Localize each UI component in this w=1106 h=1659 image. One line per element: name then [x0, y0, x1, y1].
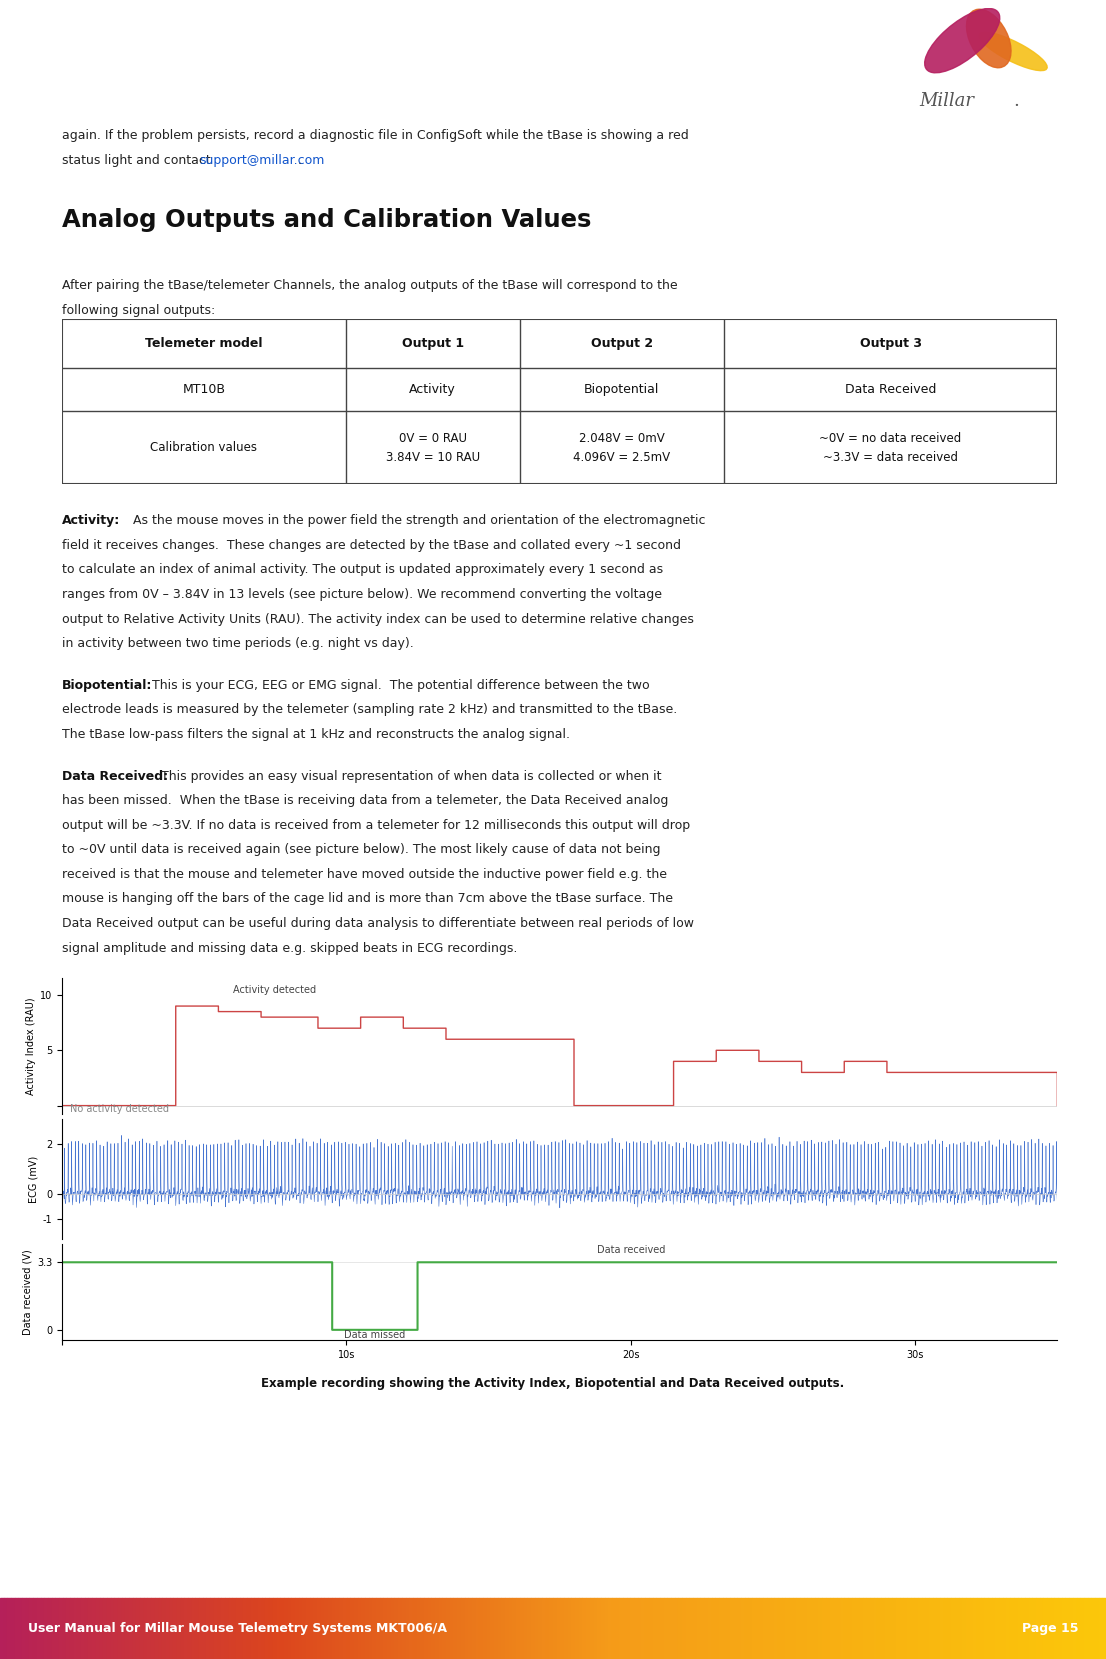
Text: Millar: Millar [919, 91, 974, 109]
Text: As the mouse moves in the power field the strength and orientation of the electr: As the mouse moves in the power field th… [125, 514, 706, 528]
Text: No activity detected: No activity detected [71, 1103, 169, 1113]
Text: Analog Outputs and Calibration Values: Analog Outputs and Calibration Values [62, 207, 592, 232]
Text: Output 1: Output 1 [401, 337, 463, 350]
Text: support@millar.com: support@millar.com [199, 154, 324, 168]
Text: This is your ECG, EEG or EMG signal.  The potential difference between the two: This is your ECG, EEG or EMG signal. The… [144, 679, 649, 692]
Text: 2.048V = 0mV
4.096V = 2.5mV: 2.048V = 0mV 4.096V = 2.5mV [573, 431, 670, 465]
Text: This provides an easy visual representation of when data is collected or when it: This provides an easy visual representat… [153, 770, 661, 783]
Text: Example recording showing the Activity Index, Biopotential and Data Received out: Example recording showing the Activity I… [261, 1377, 845, 1390]
Text: received is that the mouse and telemeter have moved outside the inductive power : received is that the mouse and telemeter… [62, 868, 667, 881]
Text: output will be ~3.3V. If no data is received from a telemeter for 12 millisecond: output will be ~3.3V. If no data is rece… [62, 820, 690, 831]
Text: Data Received:: Data Received: [62, 770, 168, 783]
Text: ~0V = no data received
~3.3V = data received: ~0V = no data received ~3.3V = data rece… [820, 431, 962, 465]
Text: Activity detected: Activity detected [232, 985, 315, 995]
Text: Data missed: Data missed [344, 1329, 406, 1339]
Ellipse shape [979, 32, 1047, 71]
Text: The tBase low-pass filters the signal at 1 kHz and reconstructs the analog signa: The tBase low-pass filters the signal at… [62, 728, 570, 742]
Text: Data Received output can be useful during data analysis to differentiate between: Data Received output can be useful durin… [62, 917, 693, 931]
Text: field it receives changes.  These changes are detected by the tBase and collated: field it receives changes. These changes… [62, 539, 681, 552]
Text: Telemeter model: Telemeter model [145, 337, 262, 350]
Y-axis label: Activity Index (RAU): Activity Index (RAU) [25, 997, 35, 1095]
Ellipse shape [925, 8, 1000, 73]
Text: signal amplitude and missing data e.g. skipped beats in ECG recordings.: signal amplitude and missing data e.g. s… [62, 942, 518, 954]
Text: in activity between two time periods (e.g. night vs day).: in activity between two time periods (e.… [62, 637, 414, 650]
Text: Data received: Data received [596, 1244, 665, 1256]
Text: Biopotential: Biopotential [584, 383, 659, 397]
Text: has been missed.  When the tBase is receiving data from a telemeter, the Data Re: has been missed. When the tBase is recei… [62, 795, 668, 808]
Text: mouse is hanging off the bars of the cage lid and is more than 7cm above the tBa: mouse is hanging off the bars of the cag… [62, 893, 672, 906]
Text: Biopotential:: Biopotential: [62, 679, 153, 692]
Text: .: . [298, 154, 301, 168]
Text: to calculate an index of animal activity. The output is updated approximately ev: to calculate an index of animal activity… [62, 564, 664, 576]
Text: Output 2: Output 2 [591, 337, 653, 350]
Y-axis label: Data received (V): Data received (V) [23, 1249, 33, 1335]
Text: Calibration values: Calibration values [150, 441, 258, 455]
Text: status light and contact: status light and contact [62, 154, 215, 168]
Text: Activity:: Activity: [62, 514, 121, 528]
Ellipse shape [967, 10, 1011, 68]
Text: Output 3: Output 3 [859, 337, 921, 350]
Text: electrode leads is measured by the telemeter (sampling rate 2 kHz) and transmitt: electrode leads is measured by the telem… [62, 703, 677, 717]
Text: again. If the problem persists, record a diagnostic file in ConfigSoft while the: again. If the problem persists, record a… [62, 129, 689, 143]
Text: MT10B: MT10B [182, 383, 226, 397]
Text: ranges from 0V – 3.84V in 13 levels (see picture below). We recommend converting: ranges from 0V – 3.84V in 13 levels (see… [62, 587, 661, 601]
Text: Data Received: Data Received [845, 383, 937, 397]
Text: After pairing the tBase/telemeter Channels, the analog outputs of the tBase will: After pairing the tBase/telemeter Channe… [62, 279, 678, 292]
Text: output to Relative Activity Units (RAU). The activity index can be used to deter: output to Relative Activity Units (RAU).… [62, 612, 693, 625]
Text: .: . [1013, 91, 1020, 109]
Text: Page 15: Page 15 [1022, 1623, 1078, 1634]
Text: following signal outputs:: following signal outputs: [62, 304, 216, 317]
Text: User Manual for Millar Mouse Telemetry Systems MKT006/A: User Manual for Millar Mouse Telemetry S… [28, 1623, 447, 1634]
Y-axis label: ECG (mV): ECG (mV) [29, 1156, 39, 1203]
Text: Activity: Activity [409, 383, 456, 397]
Text: to ~0V until data is received again (see picture below). The most likely cause o: to ~0V until data is received again (see… [62, 843, 660, 856]
Text: 0V = 0 RAU
3.84V = 10 RAU: 0V = 0 RAU 3.84V = 10 RAU [386, 431, 480, 465]
